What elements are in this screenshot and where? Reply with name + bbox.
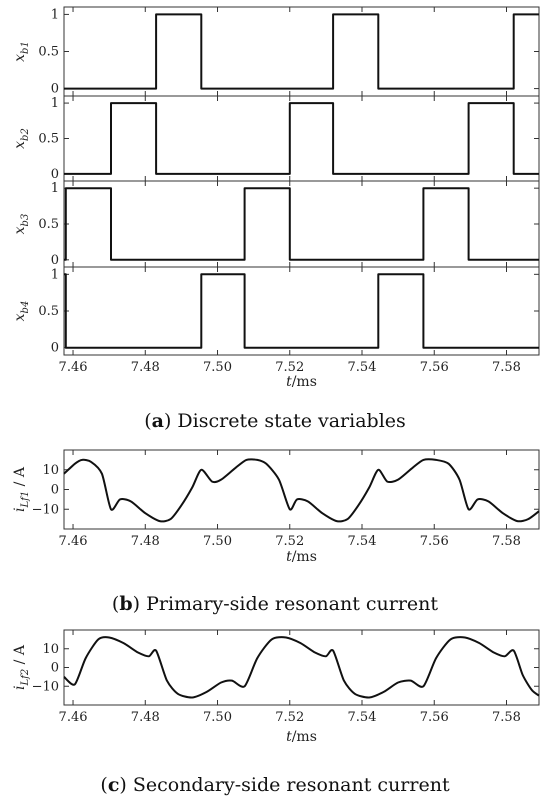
panel-1-ylabel: xb1: [12, 41, 31, 62]
panel-5-xtick-label: 7.56: [420, 534, 449, 549]
panel-3-ylabel: xb3: [12, 214, 31, 235]
panel-5-xlabel: t/ms: [286, 549, 317, 565]
panel-2-ytick-label: 0.5: [38, 132, 59, 147]
panel-6-xtick-label: 7.50: [203, 710, 232, 725]
panel-6-xtick-label: 7.48: [131, 710, 160, 725]
panel-5-ytick-label: −10: [32, 502, 59, 517]
caption-b-letter: b: [119, 593, 133, 615]
panel-5-series-line: [63, 458, 540, 523]
panel-5-xtick-label: 7.58: [492, 534, 521, 549]
panel-2-ytick-label: 0: [51, 167, 59, 182]
caption-a-letter: a: [151, 410, 164, 432]
panel-6-xtick-label: 7.46: [59, 710, 88, 725]
panel-6-xtick-label: 7.56: [420, 710, 449, 725]
panel-5-ytick-label: 0: [51, 483, 59, 498]
panel-6-ytick-label: −10: [32, 679, 59, 694]
panel-5-ylabel: iLf1 / A: [12, 466, 31, 512]
caption-c: (c) Secondary-side resonant current: [100, 774, 450, 796]
panel-4-xlabel: t/ms: [286, 374, 317, 390]
panel-4-xtick-label: 7.52: [275, 360, 304, 375]
panel-6-xlabel: t/ms: [286, 729, 317, 745]
panel-1-ytick-label: 0.5: [38, 45, 59, 60]
panel-2-ylabel: xb2: [12, 128, 31, 149]
panel-4-ytick-label: 0.5: [38, 304, 59, 319]
panel-4-frame: [63, 266, 540, 356]
panel-4-xtick-label: 7.50: [203, 360, 232, 375]
panel-6-xtick-label: 7.54: [348, 710, 377, 725]
panel-1-ytick-label: 1: [51, 7, 59, 22]
panel-1-frame: [63, 6, 540, 97]
panel-4-ylabel: xb4: [12, 301, 31, 322]
panel-5-xtick-label: 7.54: [348, 534, 377, 549]
panel-5-xtick-label: 7.50: [203, 534, 232, 549]
panel-4-xtick-label: 7.54: [348, 360, 377, 375]
panel-1-series-line: [64, 13, 539, 90]
panel-4-ytick-label: 0: [51, 341, 59, 356]
panel-4-xtick-label: 7.58: [492, 360, 521, 375]
panel-6-series-line: [63, 636, 540, 699]
panel-5-xtick-label: 7.52: [275, 534, 304, 549]
panel-4-series-line: [64, 273, 539, 349]
caption-a-text: Discrete state variables: [171, 410, 406, 432]
caption-c-letter: c: [107, 774, 120, 796]
panel-3-ytick-label: 0.5: [38, 217, 59, 232]
panel-4-xtick-label: 7.46: [59, 360, 88, 375]
panel-5-ytick-label: 10: [42, 463, 59, 478]
panel-3-series-line: [64, 187, 539, 261]
caption-c-text: Secondary-side resonant current: [126, 774, 450, 796]
panel-4-xtick-label: 7.56: [420, 360, 449, 375]
panel-3-ytick-label: 0: [51, 253, 59, 268]
panel-1-ytick-label: 0: [51, 82, 59, 97]
panel-5-frame: [63, 449, 540, 530]
panel-6-ytick-label: 0: [51, 661, 59, 676]
panel-5-xtick-label: 7.46: [59, 534, 88, 549]
caption-a: (a) Discrete state variables: [144, 410, 406, 432]
panel-6-xtick-label: 7.58: [492, 710, 521, 725]
panel-6-ytick-label: 10: [42, 642, 59, 657]
panel-4-ytick-label: 1: [51, 267, 59, 282]
panel-6-frame: [63, 629, 540, 706]
panel-6-xtick-label: 7.52: [275, 710, 304, 725]
caption-b: (b) Primary-side resonant current: [111, 593, 439, 615]
panel-6-ylabel: iLf2 / A: [12, 644, 31, 690]
caption-b-text: Primary-side resonant current: [140, 593, 439, 615]
panel-2-ytick-label: 1: [51, 96, 59, 111]
panel-4-xtick-label: 7.48: [131, 360, 160, 375]
panel-5-xtick-label: 7.48: [131, 534, 160, 549]
panel-2-series-line: [64, 102, 539, 175]
panel-3-ytick-label: 1: [51, 181, 59, 196]
